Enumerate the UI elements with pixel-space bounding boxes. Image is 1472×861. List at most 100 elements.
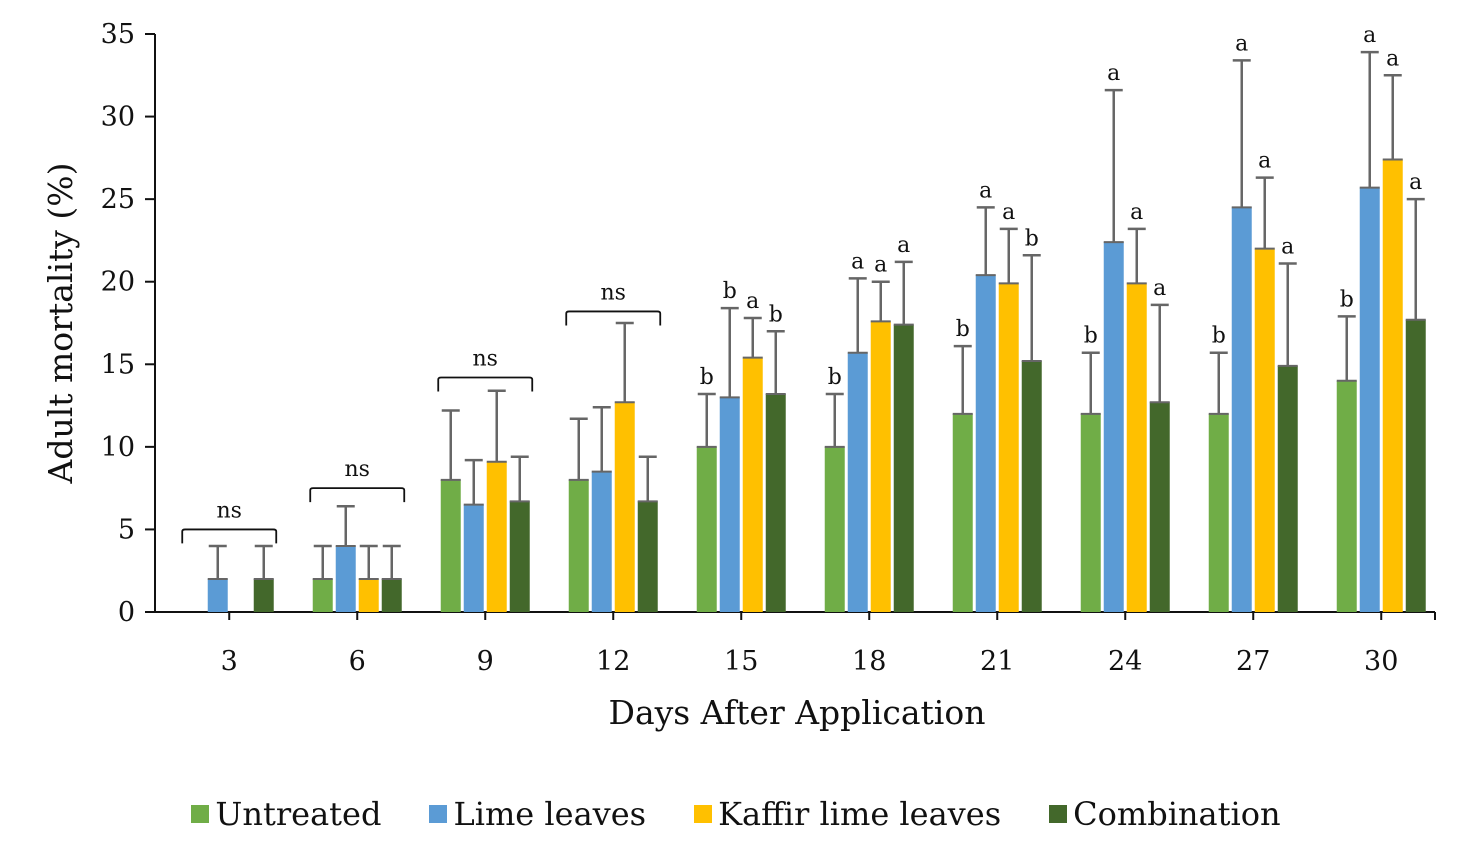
bar (253, 578, 274, 612)
bar (696, 446, 717, 612)
y-axis: 0 5 10 15 20 25 30 35 (101, 19, 156, 628)
bar (824, 446, 845, 612)
significance-letter: a (1363, 23, 1376, 48)
x-tick-label: 3 (221, 646, 238, 677)
legend-label: Kaffir lime leaves (718, 795, 1002, 833)
y-tick-label: 30 (101, 102, 135, 133)
x-tick-label: 6 (349, 646, 366, 677)
ns-bracket (309, 487, 406, 503)
bar (614, 402, 635, 612)
y-axis-title: Adult mortality (%) (41, 163, 80, 485)
significance-letter: a (1409, 170, 1422, 195)
bar (952, 413, 973, 612)
y-tick-label: 10 (101, 432, 135, 463)
bar (1359, 187, 1380, 612)
bar (719, 397, 740, 612)
legend-item: Kaffir lime leaves (694, 795, 1001, 833)
significance-letter: a (1281, 235, 1294, 260)
bar (381, 578, 402, 612)
bar (637, 501, 658, 612)
significance-letter: b (828, 365, 842, 390)
legend-label: Untreated (215, 795, 382, 833)
significance-letter: a (1386, 46, 1399, 71)
bar (847, 352, 868, 612)
bars (207, 50, 1426, 612)
bar (568, 479, 589, 612)
bar (998, 283, 1019, 612)
x-tick-label: 30 (1364, 646, 1398, 677)
bar (463, 504, 484, 612)
legend-item: Combination (1049, 795, 1281, 833)
legend-item: Untreated (191, 795, 381, 833)
bar (440, 479, 461, 612)
bar (742, 357, 763, 612)
legend-swatch (1049, 805, 1068, 823)
legend-swatch (191, 805, 210, 823)
x-tick-label: 24 (1108, 646, 1142, 677)
significance-letter: b (700, 365, 714, 390)
bar (312, 578, 333, 612)
significance-letter: a (897, 233, 910, 258)
bar (1149, 402, 1170, 612)
y-tick-label: 5 (118, 514, 135, 545)
bar (1126, 283, 1147, 612)
y-tick-label: 20 (101, 267, 135, 298)
ns-bracket (565, 310, 662, 326)
bar (893, 324, 914, 612)
significance-letter: a (1107, 61, 1120, 86)
significance-letter: a (979, 178, 992, 203)
x-axis-title: Days After Application (608, 693, 985, 732)
y-tick-label: 25 (101, 184, 135, 215)
y-tick-label: 15 (101, 349, 135, 380)
legend-label: Lime leaves (453, 795, 647, 833)
ns-label: ns (345, 457, 370, 482)
bar (870, 321, 891, 612)
ns-bracket (181, 528, 278, 544)
significance-letter: a (1002, 200, 1015, 225)
significance-letter: b (723, 279, 737, 304)
ns-label: ns (217, 498, 242, 523)
ns-label: ns (473, 346, 498, 371)
x-tick-label: 9 (477, 646, 494, 677)
significance-letter: a (1153, 276, 1166, 301)
legend-label: Combination (1073, 795, 1281, 833)
y-tick-label: 0 (118, 597, 135, 628)
legend-swatch (429, 805, 448, 823)
legend-swatch (694, 805, 713, 823)
x-tick-label: 27 (1236, 646, 1270, 677)
bar (335, 545, 356, 612)
significance-letter: a (874, 253, 887, 278)
x-tick-label: 18 (852, 646, 886, 677)
bar (1103, 242, 1124, 612)
significance-letter: a (1258, 149, 1271, 174)
significance-letter: b (769, 302, 783, 327)
bar (1277, 365, 1298, 612)
bar-chart: 0 5 10 15 20 25 30 35 3 6 9 12 15 18 21 24 27 30 b b b b b b b… (41, 19, 1436, 732)
bar (1231, 207, 1252, 612)
bar (1021, 360, 1042, 612)
x-tick-label: 21 (980, 646, 1014, 677)
x-tick-label: 15 (724, 646, 758, 677)
ns-bracket (437, 376, 534, 392)
y-tick-label: 35 (101, 19, 135, 50)
significance-letter: a (1130, 200, 1143, 225)
x-tick-label: 12 (596, 646, 630, 677)
legend-item: Lime leaves (429, 795, 646, 833)
significance-letter: a (1235, 31, 1248, 56)
bar (1405, 319, 1426, 612)
ns-label: ns (601, 280, 626, 305)
significance-letter: b (1025, 226, 1039, 251)
bar (1254, 248, 1275, 612)
bar (509, 501, 530, 612)
bar (1208, 413, 1229, 612)
bar (765, 394, 786, 612)
significance-letter: b (1084, 324, 1098, 349)
significance-letter: b (956, 317, 970, 342)
bar (1080, 413, 1101, 612)
bar (207, 578, 228, 612)
significance-letter: a (851, 249, 864, 274)
x-axis: 3 6 9 12 15 18 21 24 27 30 (155, 611, 1436, 677)
significance-letter: a (746, 289, 759, 314)
significance-letter: b (1212, 324, 1226, 349)
